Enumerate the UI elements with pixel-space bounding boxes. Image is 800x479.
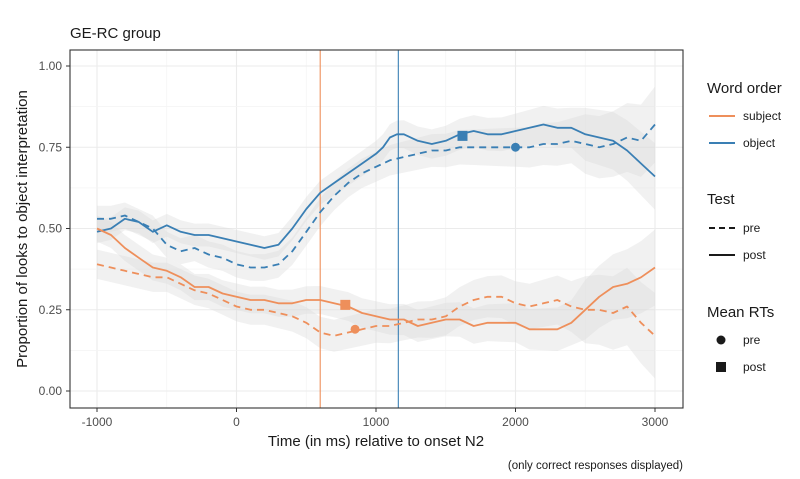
grid <box>70 50 683 408</box>
marker-subject-pre-circle <box>350 324 360 334</box>
mean-rt-vertical-lines <box>319 50 399 408</box>
legend-label-pre: pre <box>743 221 761 235</box>
mean-rt-markers <box>340 130 520 334</box>
line-subject-post <box>96 227 656 331</box>
legend-key-circle <box>716 335 726 345</box>
ribbon-subject-pre <box>97 249 655 379</box>
marker-object-post-square <box>457 130 468 141</box>
x-tick-label: 0 <box>233 415 240 429</box>
line-subject-pre <box>96 263 656 337</box>
y-tick-label: 0.50 <box>39 222 63 236</box>
caption: (only correct responses displayed) <box>508 460 683 472</box>
marker-subject-post-square <box>340 299 351 310</box>
legend-title-test: Test <box>707 191 735 208</box>
x-tick-label: 1000 <box>363 415 390 429</box>
marker-object-pre-circle <box>511 142 520 152</box>
legend-title-mean-rts: Mean RTs <box>707 304 774 321</box>
legend-label-mean-post: post <box>743 360 766 374</box>
x-axis-label: Time (in ms) relative to onset N2 <box>268 433 484 450</box>
x-tick-label: 2000 <box>502 415 529 429</box>
line-object-post <box>96 123 656 249</box>
y-tick-label: 0.25 <box>39 303 63 317</box>
y-tick-label: 0.00 <box>39 384 63 398</box>
x-axis-ticks: -1000 0 1000 2000 3000 <box>82 408 669 429</box>
legend-label-object: object <box>743 136 776 150</box>
y-axis-label: Proportion of looks to object interpreta… <box>14 90 31 368</box>
y-tick-label: 0.75 <box>39 140 63 154</box>
series-lines <box>96 123 656 337</box>
legend-key-square <box>716 362 726 372</box>
legend-label-post: post <box>743 248 766 262</box>
legend-label-subject: subject <box>743 109 782 123</box>
ribbon-object-pre <box>97 86 655 281</box>
legend-label-mean-pre: pre <box>743 333 761 347</box>
y-axis-ticks: 0.00 0.25 0.50 0.75 1.00 <box>39 59 70 398</box>
legend-title-word-order: Word order <box>707 80 782 97</box>
chart-title: GE-RC group <box>70 25 161 42</box>
plot-panel <box>69 49 684 409</box>
line-object-pre <box>97 123 656 269</box>
x-tick-label: -1000 <box>82 415 113 429</box>
legend: Word order subject object Test pre post … <box>707 80 782 374</box>
y-tick-label: 1.00 <box>39 59 63 73</box>
x-tick-label: 3000 <box>642 415 669 429</box>
ribbon-subject-post <box>97 215 655 351</box>
